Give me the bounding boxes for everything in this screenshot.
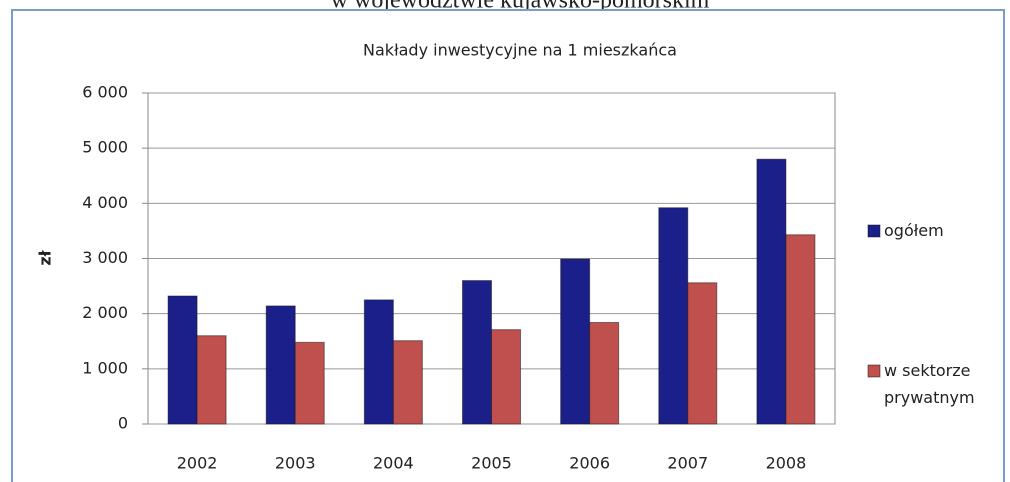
legend-label: w sektorze prywatnym [884,361,975,407]
y-tick-label: 1 000 [82,358,128,377]
bar [560,258,591,425]
x-tick-label: 2008 [766,454,807,473]
x-tick-label: 2007 [667,454,708,473]
y-tick-label: 6 000 [82,83,128,102]
y-tick-label: 3 000 [82,248,128,267]
bar [491,329,521,425]
y-axis-label: zł [36,249,55,265]
bar [462,280,492,425]
x-tick-label: 2005 [471,454,512,473]
bar [785,234,816,425]
bar [265,305,296,425]
chart-title: Nakłady inwestycyjne na 1 mieszkańca [363,41,677,60]
bar [196,335,227,425]
bar [658,207,689,425]
bar [294,341,325,425]
legend-swatch [867,364,881,378]
legend-label: ogółem [884,221,944,240]
x-tick-label: 2002 [177,454,218,473]
bar [392,340,423,425]
x-tick-label: 2004 [373,454,414,473]
bar [687,282,718,425]
x-tick-label: 2003 [275,454,316,473]
x-tick-label: 2006 [569,454,610,473]
y-tick-label: 2 000 [82,303,128,322]
legend-swatch [867,224,881,238]
bar [589,321,620,425]
bar [756,158,787,425]
y-tick-label: 5 000 [82,138,128,157]
bar [167,295,198,425]
bar [363,299,394,425]
y-tick-label: 0 [118,414,128,433]
y-tick-label: 4 000 [82,193,128,212]
